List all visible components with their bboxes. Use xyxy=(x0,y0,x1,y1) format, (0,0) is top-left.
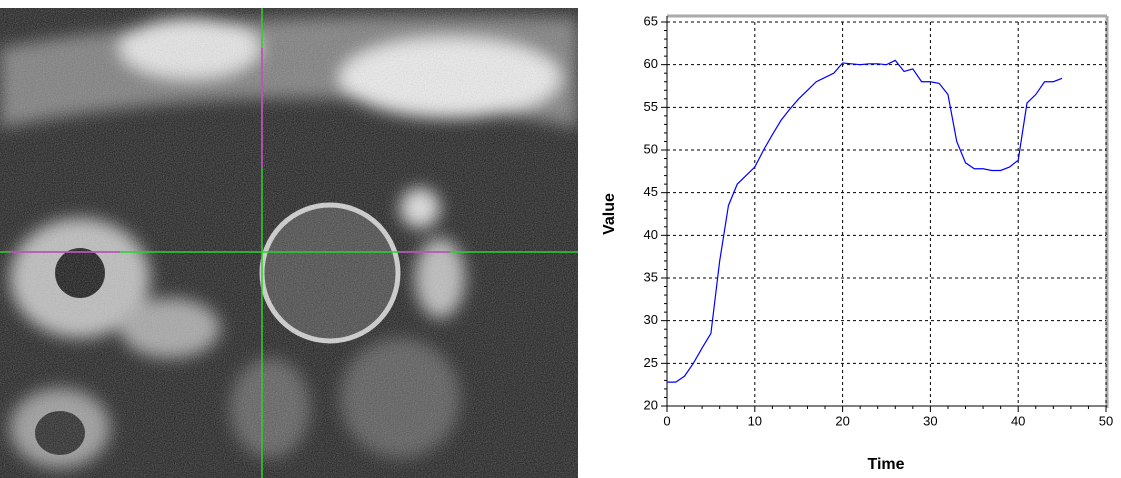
y-axis-title: Value xyxy=(601,193,618,235)
x-tick-label: 0 xyxy=(663,413,670,428)
y-tick-label: 45 xyxy=(644,184,658,199)
chart: Time Value 20 25 30 35 40 45 50 55 60 65 0 10 20 30 40… xyxy=(601,13,1113,473)
y-tick-label: 40 xyxy=(644,227,658,242)
x-tick-label: 10 xyxy=(748,413,762,428)
scan-image xyxy=(0,8,578,478)
data-line xyxy=(667,59,1063,383)
x-tick-label: 40 xyxy=(1011,413,1025,428)
x-tick-label: 20 xyxy=(835,413,849,428)
y-tick-label: 25 xyxy=(644,355,658,370)
y-tick-label: 60 xyxy=(644,56,658,71)
y-tick-label: 20 xyxy=(644,397,658,412)
y-tick-label: 55 xyxy=(644,99,658,114)
x-axis-title: Time xyxy=(867,456,904,473)
x-tick-label: 50 xyxy=(1099,413,1113,428)
y-tick-label: 30 xyxy=(644,312,658,327)
x-tick-label: 30 xyxy=(923,413,937,428)
y-tick-label: 35 xyxy=(644,269,658,284)
y-tick-label: 65 xyxy=(644,13,658,28)
y-tick-label: 50 xyxy=(644,141,658,156)
